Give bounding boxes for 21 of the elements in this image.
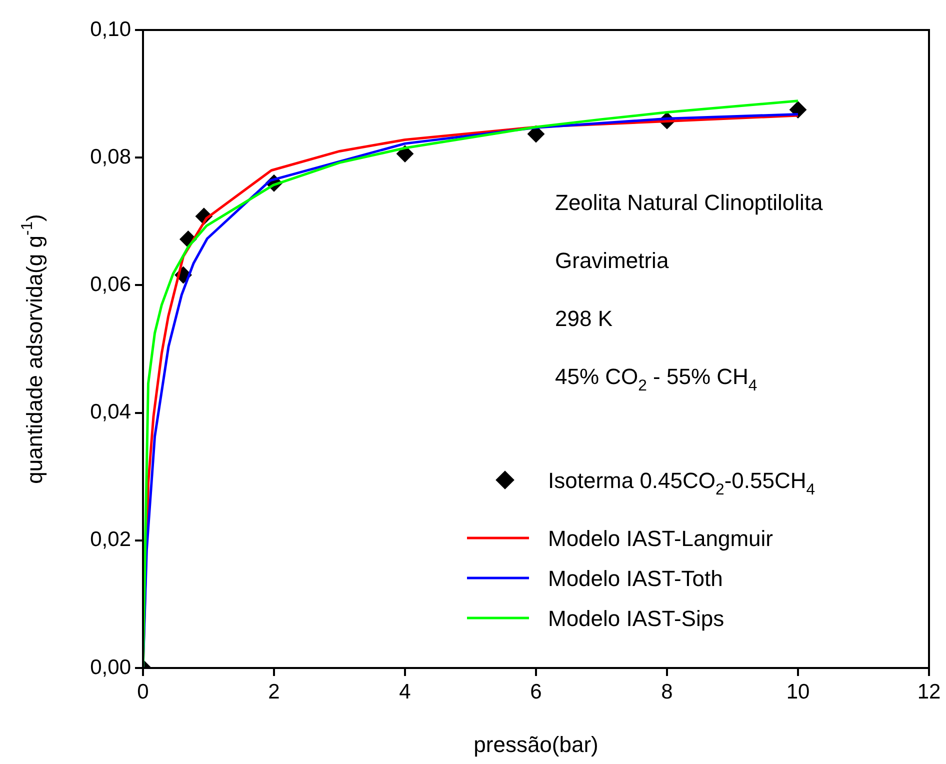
y-tick-label: 0,10 [90, 18, 131, 41]
legend-label: Modelo IAST-Langmuir [548, 526, 773, 551]
y-tick-label: 0,08 [90, 145, 131, 168]
y-axis-title: quantidade adsorvida(g g-1) [19, 214, 47, 484]
y-tick-label: 0,04 [90, 400, 132, 424]
x-tick-label: 6 [530, 680, 542, 704]
y-tick-label: 0,00 [90, 656, 131, 679]
legend-label: Modelo IAST-Toth [548, 566, 723, 591]
x-axis-title: pressão(bar) [474, 732, 598, 757]
annotation: Gravimetria [555, 248, 670, 273]
annotation: 298 K [555, 306, 613, 331]
x-tick-label: 12 [917, 680, 941, 704]
x-tick-label: 0 [137, 680, 149, 704]
legend-label: Modelo IAST-Sips [548, 606, 724, 631]
x-tick-label: 10 [786, 680, 810, 704]
y-tick-label: 0,06 [90, 272, 131, 296]
x-tick-label: 8 [661, 680, 673, 704]
x-tick-label: 2 [268, 680, 280, 704]
x-tick-label: 4 [399, 680, 412, 704]
y-tick-label: 0,02 [90, 528, 131, 552]
annotation: Zeolita Natural Clinoptilolita [555, 190, 824, 215]
